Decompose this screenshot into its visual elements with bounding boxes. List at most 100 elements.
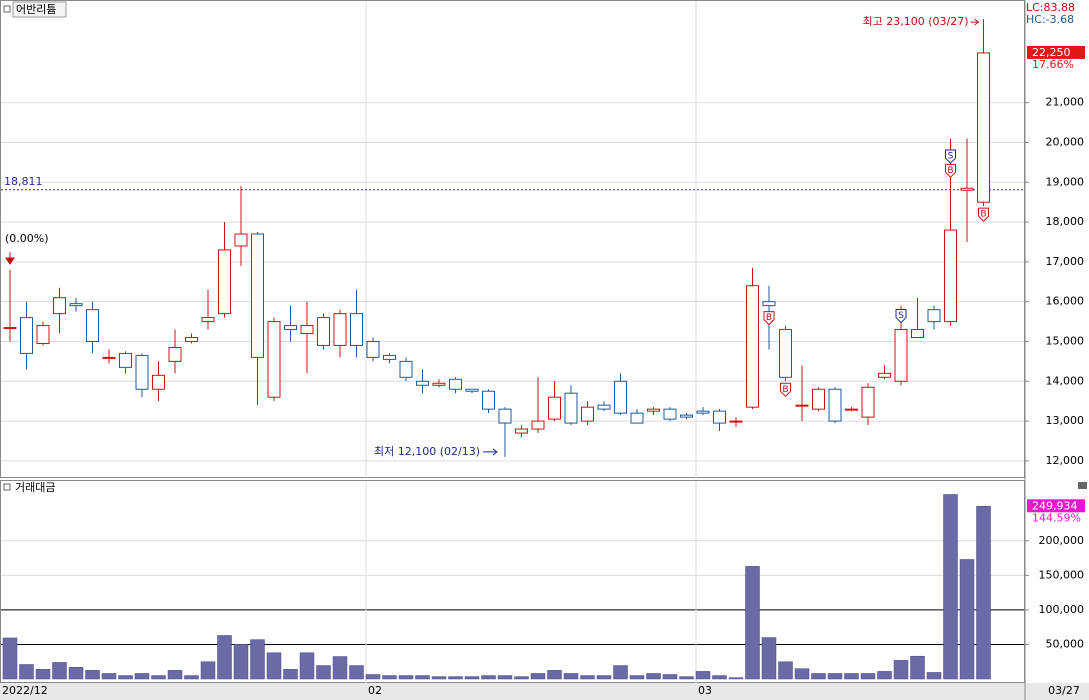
bar <box>250 639 265 680</box>
panel-icon <box>3 5 11 13</box>
y-tick-label: 19,000 <box>1046 175 1085 188</box>
candle-body <box>251 233 264 358</box>
y-tick-label: 16,000 <box>1046 295 1085 308</box>
y-tick-label: 200,000 <box>1039 534 1085 547</box>
bar <box>745 566 760 680</box>
bar <box>646 673 661 680</box>
candle-body <box>102 356 116 359</box>
bar <box>926 672 942 680</box>
panel-icon <box>3 483 11 491</box>
y-tick-label: 50,000 <box>1046 637 1085 650</box>
candle-body <box>548 396 561 420</box>
candle-body <box>416 380 429 386</box>
candle-body <box>201 317 215 323</box>
bar <box>332 656 348 680</box>
signal-marker <box>763 311 775 326</box>
candle-body <box>119 352 132 368</box>
candle-body <box>581 406 594 422</box>
bar <box>959 559 975 680</box>
title-box <box>12 1 67 18</box>
bar <box>431 676 447 680</box>
candle-body <box>20 317 33 354</box>
bar <box>464 676 480 680</box>
candle-body <box>564 392 578 424</box>
candle-body <box>894 329 908 382</box>
y-tick-label: 18,000 <box>1046 215 1085 228</box>
bar <box>580 675 595 680</box>
bar <box>778 661 793 680</box>
bar <box>398 675 414 680</box>
bar <box>481 675 496 680</box>
candle-body <box>383 354 396 360</box>
bar <box>728 677 744 680</box>
reference-label: 18,811 <box>4 175 43 188</box>
bar <box>167 670 183 680</box>
candle-body <box>3 327 17 330</box>
bar <box>976 506 991 680</box>
bar <box>761 637 777 680</box>
current-volume: 249,934 <box>1032 499 1078 512</box>
bar <box>794 668 810 680</box>
x-tick-label: 03 <box>698 684 712 697</box>
signal-label: B <box>782 385 788 395</box>
candle-body <box>845 408 858 411</box>
candle-body <box>977 52 990 203</box>
candle-body <box>218 249 231 315</box>
candle-body <box>696 410 710 414</box>
candle-body <box>432 382 446 386</box>
candle-body <box>762 301 776 307</box>
candle-body <box>779 329 792 378</box>
candle-body <box>350 313 363 346</box>
bar <box>893 660 909 680</box>
candle-body <box>36 325 50 344</box>
bar <box>877 671 892 680</box>
bar <box>382 675 397 680</box>
bar <box>151 675 166 680</box>
bar <box>2 637 18 680</box>
bar <box>85 670 100 680</box>
signal-marker <box>945 163 956 179</box>
candle-body <box>861 386 875 418</box>
candle-body <box>746 285 759 408</box>
bar <box>19 664 34 680</box>
y-tick-label: 21,000 <box>1046 96 1085 109</box>
x-tick-label: 02 <box>368 684 382 697</box>
candle-body <box>284 325 297 331</box>
candle-body <box>597 404 611 410</box>
candle-body <box>713 410 726 424</box>
high-arrow <box>970 18 980 26</box>
candle-body <box>680 414 693 418</box>
candle-body <box>135 354 149 390</box>
bar <box>695 671 711 680</box>
bar <box>613 665 628 680</box>
bar <box>844 673 859 680</box>
candle-body <box>878 372 891 378</box>
candle-body <box>812 388 825 410</box>
low-note: 최저 12,100 (02/13) <box>374 445 480 458</box>
bar <box>530 673 546 680</box>
candle-body <box>185 337 198 342</box>
bar <box>52 662 67 680</box>
bar <box>283 669 298 680</box>
signal-label: S <box>898 311 904 321</box>
indicator: HC:-3.68 <box>1026 13 1074 26</box>
bar <box>596 675 612 680</box>
bar <box>101 673 117 680</box>
current-price: 22,250 <box>1032 46 1071 59</box>
y-tick-label: 12,000 <box>1046 454 1085 467</box>
signal-marker <box>780 382 791 398</box>
candle-body <box>515 428 528 434</box>
candle-body <box>663 408 677 420</box>
y-tick-label: 20,000 <box>1046 135 1085 148</box>
bar <box>365 674 381 680</box>
bar <box>217 635 232 680</box>
candle-body <box>449 378 462 390</box>
panel-button[interactable] <box>1078 482 1087 489</box>
candle-body <box>86 309 99 342</box>
bar <box>349 665 364 680</box>
signal-label: S <box>948 152 954 162</box>
candle-body <box>647 408 660 412</box>
